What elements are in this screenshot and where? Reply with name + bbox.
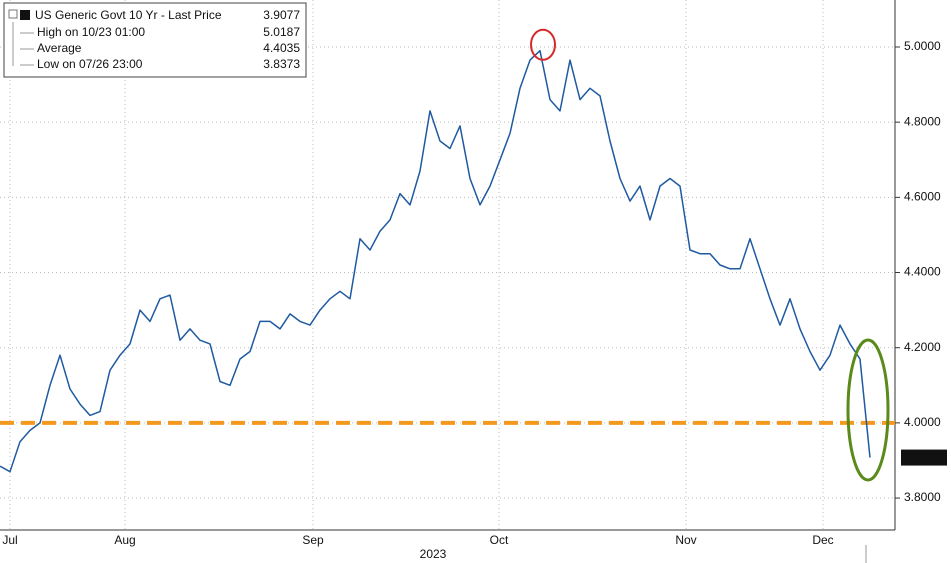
y-tick-label: 4.2000 <box>904 340 941 354</box>
x-tick-label: Aug <box>114 533 135 547</box>
legend-item-label: Average <box>37 41 82 55</box>
legend-item-value: 3.8373 <box>263 57 300 71</box>
legend-swatch <box>20 10 30 20</box>
y-tick-label: 4.0000 <box>904 415 941 429</box>
legend-item-value: 4.4035 <box>263 41 300 55</box>
y-tick-label: 3.8000 <box>904 490 941 504</box>
y-tick-label: 4.4000 <box>904 265 941 279</box>
legend-value: 3.9077 <box>263 8 300 22</box>
y-tick-label: 4.8000 <box>904 114 941 128</box>
x-tick-label: Oct <box>490 533 509 547</box>
x-tick-label: Dec <box>812 533 833 547</box>
x-tick-label: Sep <box>302 533 324 547</box>
series-line <box>0 49 871 473</box>
x-tick-label: Nov <box>675 533 696 547</box>
x-axis-label: 2023 <box>420 547 447 561</box>
last-price-box <box>901 449 947 466</box>
y-tick-label: 4.6000 <box>904 190 941 204</box>
highlight-circle <box>530 28 556 61</box>
highlight-ellipse <box>846 338 890 482</box>
legend-item-label: High on 10/23 01:00 <box>37 25 145 39</box>
legend-title: US Generic Govt 10 Yr - Last Price <box>35 8 222 22</box>
legend-check <box>8 9 18 19</box>
last-price-label: 3.9077 <box>904 450 941 464</box>
legend-item-value: 5.0187 <box>263 25 300 39</box>
legend-box <box>3 2 307 78</box>
y-tick-label: 5.0000 <box>904 39 941 53</box>
x-tick-label: Jul <box>2 533 17 547</box>
legend-item-label: Low on 07/26 23:00 <box>37 57 143 71</box>
